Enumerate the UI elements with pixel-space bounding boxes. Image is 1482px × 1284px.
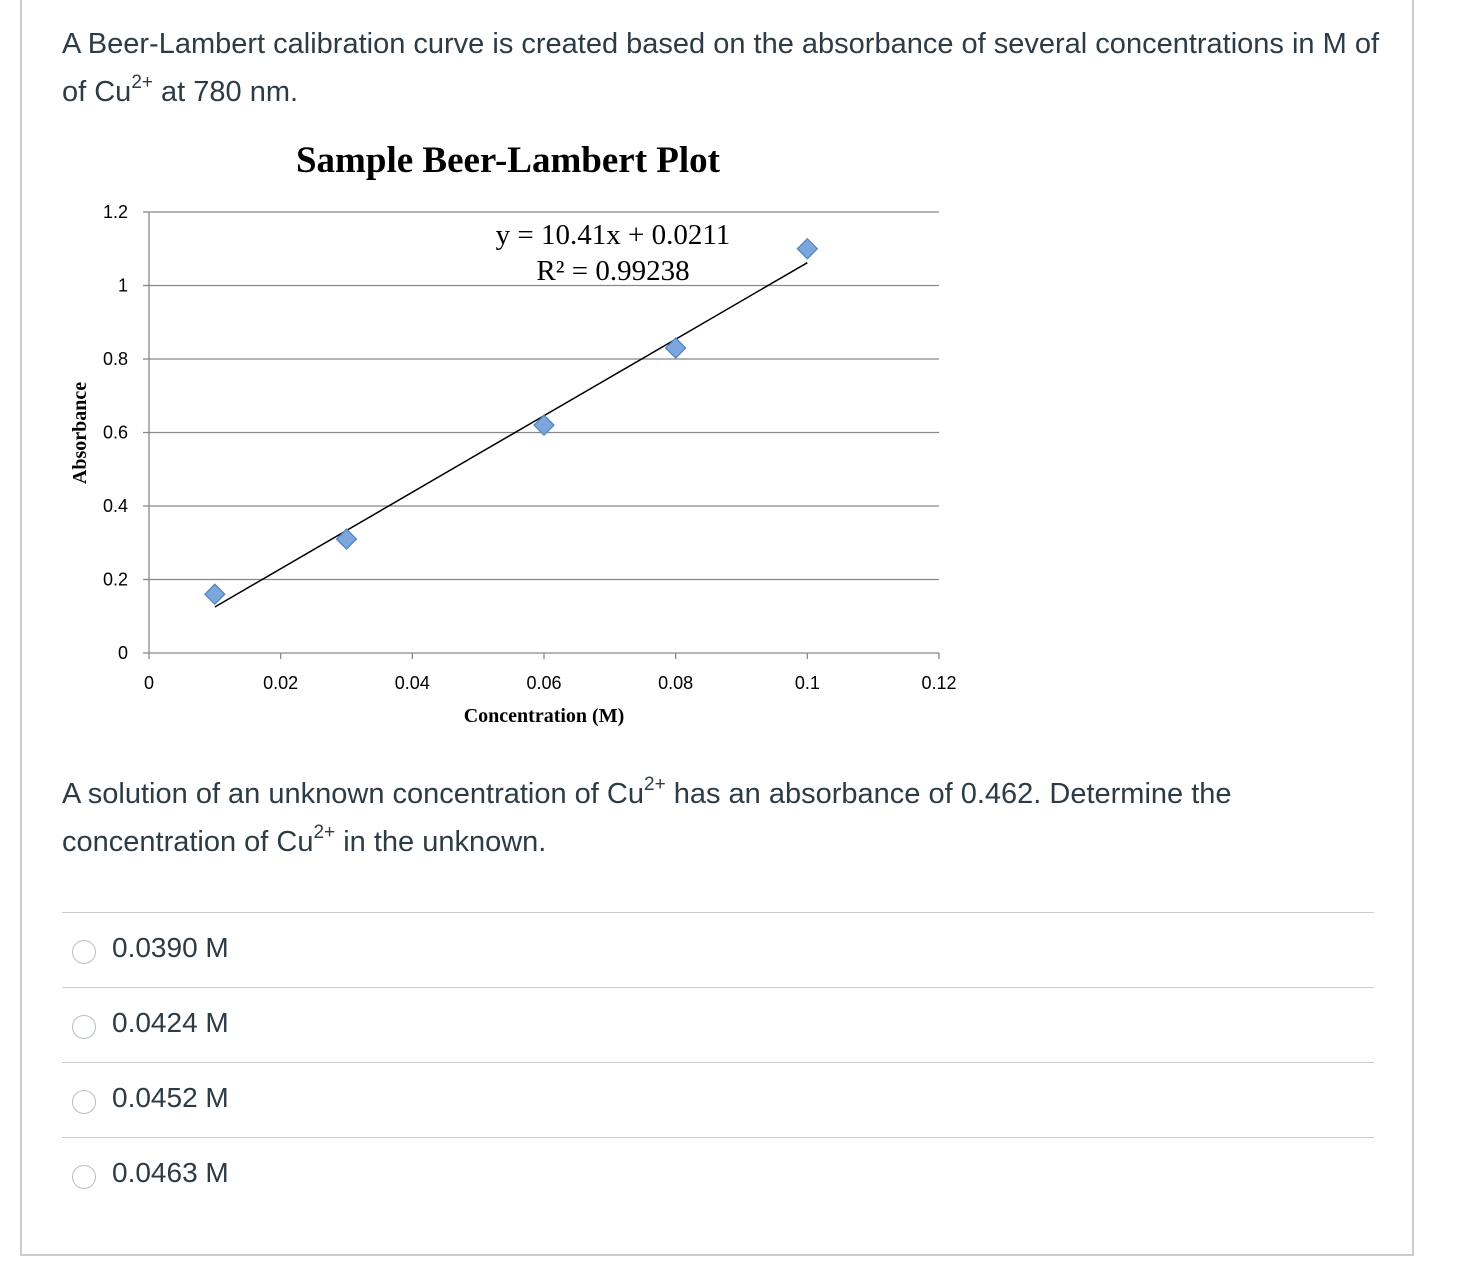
data-point <box>335 528 358 550</box>
y-tick-label: 1 <box>118 276 128 296</box>
chart-title: Sample Beer-Lambert Plot <box>296 140 721 181</box>
data-point <box>533 414 555 436</box>
radio-button[interactable] <box>72 1015 96 1039</box>
radio-button[interactable] <box>72 940 96 964</box>
y-tick-label: 0.6 <box>103 423 128 443</box>
answer-label: 0.0424 M <box>112 1007 229 1038</box>
question-prompt: A solution of an unknown concentration o… <box>62 774 1232 858</box>
trendline-r-squared: R² = 0.99238 <box>536 255 689 287</box>
data-point <box>664 337 687 359</box>
answer-list: 0.0390 M 0.0424 M 0.0452 M 0.0463 M <box>62 912 1374 1212</box>
answer-option[interactable]: 0.0452 M <box>62 1062 1374 1137</box>
y-tick-label: 0.4 <box>103 496 128 516</box>
question-card <box>20 0 1414 1256</box>
data-point <box>203 583 226 606</box>
answer-label: 0.0463 M <box>112 1157 229 1188</box>
radio-button[interactable] <box>72 1090 96 1114</box>
x-tick-label: 0 <box>144 673 154 693</box>
y-axis-label: Absorbance <box>69 382 91 484</box>
y-tick-label: 1.2 <box>103 202 128 222</box>
y-tick-label: 0.2 <box>103 570 128 590</box>
x-tick-label: 0.02 <box>263 673 298 693</box>
answer-option[interactable]: 0.0463 M <box>62 1137 1374 1212</box>
x-tick-label: 0.1 <box>795 673 820 693</box>
answer-option[interactable]: 0.0424 M <box>62 987 1374 1062</box>
radio-button[interactable] <box>72 1165 96 1189</box>
x-axis-label: Concentration (M) <box>464 705 625 727</box>
x-tick-label: 0.08 <box>658 673 693 693</box>
data-point <box>796 237 819 260</box>
x-tick-label: 0.04 <box>395 673 430 693</box>
x-tick-label: 0.06 <box>526 673 561 693</box>
answer-label: 0.0390 M <box>112 932 229 963</box>
answer-option[interactable]: 0.0390 M <box>62 912 1374 987</box>
trendline <box>214 262 808 608</box>
beer-lambert-chart: Sample Beer-Lambert Plot 0 0.2 0.4 0.6 0.8 1 1.… <box>69 140 957 727</box>
answer-label: 0.0452 M <box>112 1082 229 1113</box>
x-tick-label: 0.12 <box>921 673 956 693</box>
y-tick-label: 0.8 <box>103 349 128 369</box>
question-intro: A Beer-Lambert calibration curve is crea… <box>62 28 1380 108</box>
y-tick-label: 0 <box>118 643 128 663</box>
trendline-equation: y = 10.41x + 0.0211 <box>496 219 731 251</box>
